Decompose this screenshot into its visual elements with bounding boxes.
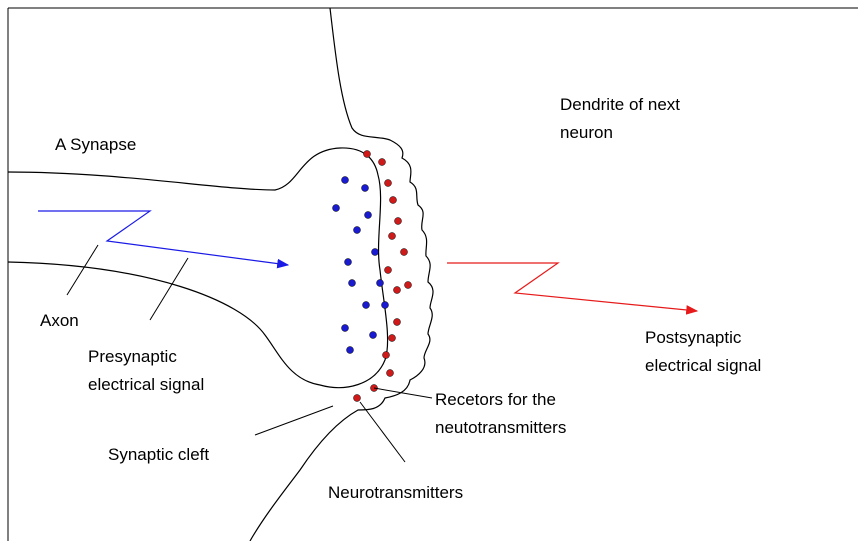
label: Recetors for the: [435, 390, 556, 409]
label: Dendrite of next: [560, 95, 680, 114]
label: Synaptic cleft: [108, 445, 209, 464]
label: Neurotransmitters: [328, 483, 463, 502]
label: neutotransmitters: [435, 418, 566, 437]
label: neuron: [560, 123, 613, 142]
label: Axon: [40, 311, 79, 330]
neurotransmitter-dots: [353, 150, 412, 402]
vesicles: [332, 176, 389, 354]
presynaptic-signal-arrow: [38, 210, 290, 269]
label: Presynaptic: [88, 347, 177, 366]
title: A Synapse: [55, 135, 136, 154]
neuron-outlines: [7, 7, 434, 541]
label: electrical signal: [88, 375, 204, 394]
leader-lines: [66, 244, 433, 463]
frame: [7, 7, 858, 541]
label: electrical signal: [645, 356, 761, 375]
label: Postsynaptic: [645, 328, 742, 347]
postsynaptic-signal-arrow: [447, 262, 699, 315]
